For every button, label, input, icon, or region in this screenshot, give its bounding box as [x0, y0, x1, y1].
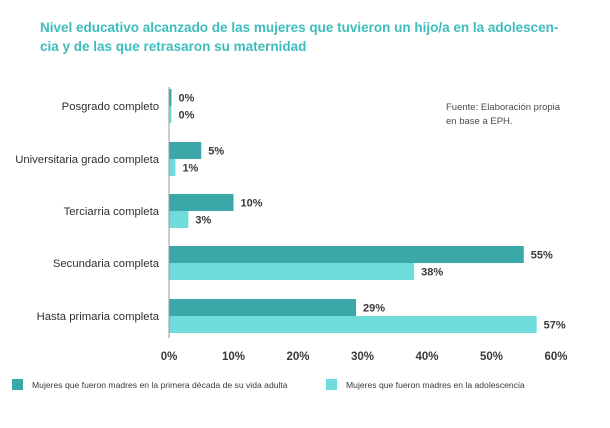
bar-series-1	[169, 142, 202, 159]
x-tick-label: 20%	[286, 351, 309, 363]
source-note: Fuente: Elaboración propia en base a EPH…	[446, 102, 561, 127]
bar-series-2	[169, 263, 415, 280]
data-label: 57%	[544, 320, 566, 332]
x-tick-label: 30%	[351, 351, 374, 363]
category-label: Universitaria grado completa	[15, 154, 160, 166]
legend-swatch-series-2	[326, 379, 337, 390]
x-tick-label: 40%	[415, 351, 438, 363]
data-label: 3%	[195, 215, 211, 227]
data-label: 55%	[531, 250, 553, 262]
category-label: Posgrado completo	[62, 101, 159, 113]
x-tick-label: 0%	[161, 351, 178, 363]
bar-series-2	[169, 106, 172, 123]
data-label: 29%	[363, 303, 385, 315]
data-label: 10%	[241, 198, 263, 210]
category-label: Terciarria completa	[64, 206, 160, 218]
data-label: 5%	[208, 146, 224, 158]
category-label: Hasta primaria completa	[37, 311, 160, 323]
legend-label-series-2: Mujeres que fueron madres en la adolesce…	[346, 379, 525, 390]
bar-series-1	[169, 194, 234, 211]
x-tick-label: 50%	[480, 351, 503, 363]
legend: Mujeres que fueron madres en la primera …	[0, 379, 610, 399]
data-label: 38%	[421, 267, 443, 279]
legend-item-series-1: Mujeres que fueron madres en la primera …	[12, 379, 288, 390]
bar-series-2	[169, 316, 537, 333]
bar-series-2	[169, 159, 176, 176]
legend-swatch-series-1	[12, 379, 23, 390]
legend-label-series-1: Mujeres que fueron madres en la primera …	[32, 379, 288, 390]
bar-series-1	[169, 299, 357, 316]
category-label: Secundaria completa	[53, 258, 160, 270]
bar-series-2	[169, 211, 189, 228]
data-label: 0%	[179, 93, 195, 105]
data-label: 1%	[182, 163, 198, 175]
legend-item-series-2: Mujeres que fueron madres en la adolesce…	[326, 379, 525, 390]
data-label: 0%	[179, 110, 195, 122]
bar-series-1	[169, 89, 172, 106]
chart-title: Nivel educativo alcanzado de las mujeres…	[40, 20, 559, 54]
bar-series-1	[169, 246, 524, 263]
x-tick-label: 10%	[222, 351, 245, 363]
x-tick-label: 60%	[544, 351, 567, 363]
